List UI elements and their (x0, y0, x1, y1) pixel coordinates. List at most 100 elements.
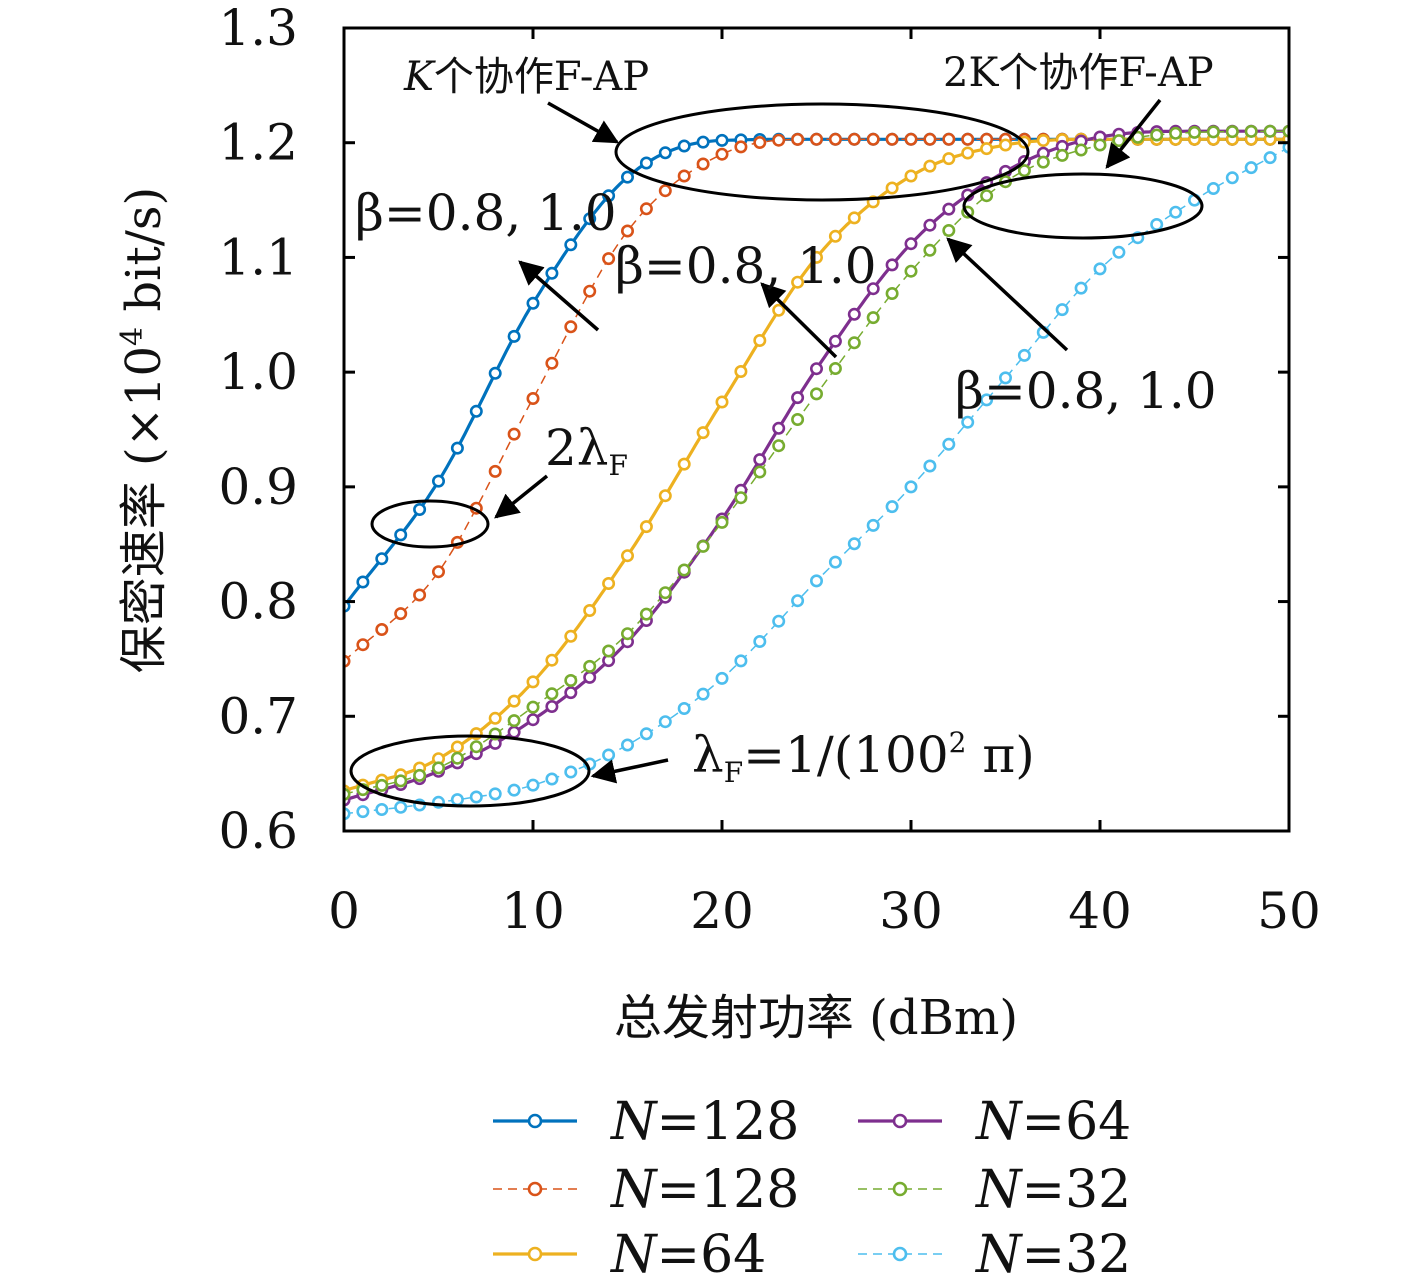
series-5-point (734, 491, 748, 505)
annotation-k-coop: K个协作F-AP (403, 54, 649, 100)
series-6-point (375, 802, 389, 816)
y-tick-label: 0.6 (218, 802, 298, 860)
series-6-point (772, 614, 786, 628)
series-2-point (904, 132, 918, 146)
legend-label-value: =64 (657, 1225, 767, 1279)
annotation-beta3: β=0.8, 1.0 (955, 362, 1217, 420)
legend-label-4: N=64 (974, 1092, 1131, 1152)
legend-label-var: N (609, 1092, 658, 1152)
series-6-point (1074, 281, 1088, 295)
x-tick-label: 0 (328, 882, 360, 940)
series-6-point (1112, 245, 1126, 259)
series-5-point (791, 412, 805, 426)
series-2-point (961, 132, 975, 146)
x-tick-label: 10 (501, 882, 565, 940)
legend-label-var: N (609, 1160, 658, 1220)
arrow-beta1 (518, 260, 600, 332)
series-2-point (545, 356, 559, 370)
series-2-point (885, 132, 899, 146)
legend-marker-4 (892, 1113, 908, 1129)
series-2-point (583, 284, 597, 298)
y-axis-title: 保密速率 (×104 bit/s) (115, 187, 172, 674)
series-2-point (791, 132, 805, 146)
series-5-point (696, 539, 710, 553)
legend-label-value: =128 (657, 1160, 800, 1220)
legend-label-1: N=128 (609, 1092, 799, 1152)
series-1-point (696, 135, 710, 149)
series-2-point (677, 169, 691, 183)
series-2-point (507, 427, 521, 441)
series-1-point (413, 502, 427, 516)
series-5-point (866, 311, 880, 325)
series-3-point (507, 694, 521, 708)
y-axis-title-suffix: bit/s) (116, 187, 172, 327)
arrow-k-coop (547, 101, 620, 144)
series-2-point (564, 320, 578, 334)
series-6-point (1093, 262, 1107, 276)
series-5-point (469, 740, 483, 754)
series-5-point (1112, 134, 1126, 148)
series-2-point (696, 157, 710, 171)
annotation-ellipses (349, 102, 1204, 808)
x-tick-label: 40 (1068, 882, 1132, 940)
legend-label-value: =32 (1022, 1225, 1132, 1279)
legend-marker-2 (527, 1181, 543, 1197)
series-1-point (526, 296, 540, 310)
series-1-point (356, 575, 370, 589)
series-3-point (885, 181, 899, 195)
series-6-point (1225, 171, 1239, 185)
legend-marker-6 (892, 1246, 908, 1262)
ellipse-two-lambda (370, 499, 490, 549)
series-5-point (602, 644, 616, 658)
series-2-point (602, 252, 616, 266)
series-5-point (375, 778, 389, 792)
series-3-point (564, 629, 578, 643)
series-6-point (791, 594, 805, 608)
series-6-point (677, 701, 691, 715)
annotation-lambda-f-sub: F (724, 756, 743, 789)
legend-label-var: N (974, 1225, 1023, 1279)
series-5-point (564, 673, 578, 687)
series-3-point (753, 333, 767, 347)
series-5-point (1225, 125, 1239, 139)
series-5-point (431, 761, 445, 775)
annotation-k-coop-prefix: K (403, 54, 436, 100)
annotation-lambda-f-sup: 2 (949, 726, 967, 759)
series-5-point (620, 627, 634, 641)
series-5-point (1017, 164, 1031, 178)
series-5-point (885, 286, 899, 300)
legend-marker-5 (892, 1181, 908, 1197)
y-tick-label: 0.8 (218, 573, 298, 631)
series-4-point (904, 237, 918, 251)
legend-label-5: N=32 (974, 1160, 1131, 1220)
y-axis-title-prefix: 保密速率 (×10 (116, 346, 172, 673)
series-5-point (394, 774, 408, 788)
series-6-point (847, 537, 861, 551)
x-tick-label: 20 (690, 882, 754, 940)
series-2-point (356, 638, 370, 652)
series-6-point (450, 793, 464, 807)
legend-label-value: =64 (1022, 1092, 1132, 1152)
series-1-point (488, 366, 502, 380)
x-axis-title: 总发射功率 (dBm) (614, 990, 1018, 1046)
series-4-point (885, 258, 899, 272)
series-4-point (772, 421, 786, 435)
series-1-point (620, 170, 634, 184)
series-6-point (904, 480, 918, 494)
series-3-point (1036, 134, 1050, 148)
ellipse-k-coop (614, 102, 1030, 202)
series-4-point (923, 218, 937, 232)
series-1-point (715, 133, 729, 147)
annotation-twok-coop: 2K个协作F-AP (943, 50, 1214, 96)
series-5-point (809, 387, 823, 401)
series-5-point (639, 607, 653, 621)
y-axis-title-exponent: 4 (115, 327, 150, 346)
series-5-point (526, 700, 540, 714)
series-3-point (809, 250, 823, 264)
series-5-point (847, 336, 861, 350)
annotation-k-coop-suffix: 个协作F-AP (434, 54, 649, 100)
legend-label-value: =128 (657, 1092, 800, 1152)
series-3-point (923, 159, 937, 173)
series-4-point (847, 307, 861, 321)
annotation-lambda-f-tail: π) (966, 726, 1034, 784)
